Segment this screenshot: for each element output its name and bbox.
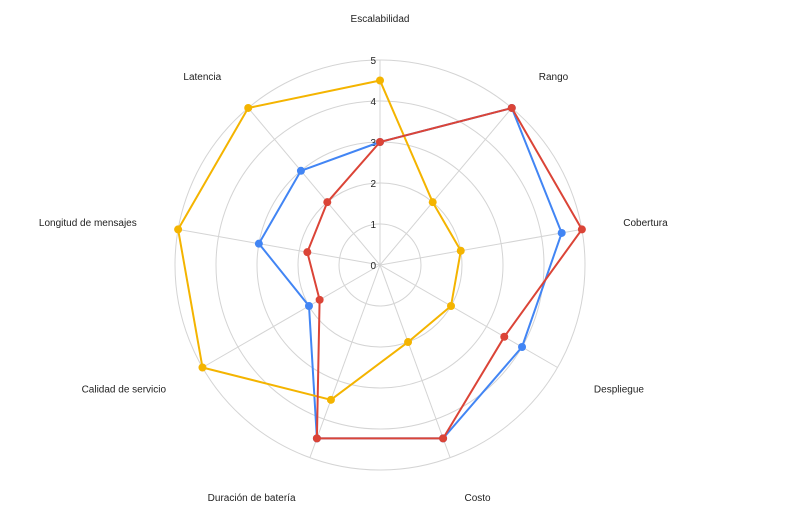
data-point	[326, 395, 335, 404]
data-point	[303, 248, 312, 257]
series-line	[306, 107, 583, 440]
tick-label: 5	[370, 56, 376, 67]
data-point	[404, 338, 413, 347]
tick-label: 0	[370, 261, 376, 272]
data-point	[304, 302, 313, 310]
data-point	[500, 332, 509, 341]
axis-label: Costo	[464, 493, 491, 504]
series-3	[303, 103, 586, 443]
axis-spoke	[178, 228, 381, 266]
data-point	[577, 225, 586, 234]
data-point	[198, 363, 207, 372]
axis-label: Calidad de servicio	[82, 385, 167, 396]
axis-label: Longitud de mensajes	[39, 218, 137, 229]
data-point	[447, 302, 456, 310]
axis-labels: Escalabilidad Rango Cobertura Despliegue Cos…	[39, 14, 668, 504]
data-point	[456, 246, 465, 255]
tick-label: 4	[370, 97, 376, 108]
axis-spoke	[379, 264, 558, 368]
radar-grid	[174, 59, 586, 471]
tick-label: 2	[370, 179, 376, 190]
axis-spoke	[379, 228, 582, 266]
data-point	[507, 103, 516, 112]
data-point	[296, 166, 305, 175]
data-point	[315, 295, 324, 304]
data-point	[323, 198, 332, 207]
axis-label: Despliegue	[594, 385, 644, 396]
data-point	[376, 76, 384, 85]
axis-spoke	[379, 264, 451, 458]
axis-label: Rango	[539, 72, 569, 83]
axis-label: Latencia	[183, 72, 221, 83]
axis-spoke	[309, 264, 381, 458]
series-line	[257, 107, 563, 440]
data-point	[254, 239, 263, 248]
series-line	[177, 79, 462, 401]
data-point	[312, 434, 321, 443]
data-point	[376, 138, 384, 146]
series-2	[174, 76, 465, 404]
axis-label: Escalabilidad	[351, 14, 410, 25]
series-layer	[174, 76, 586, 443]
data-point	[244, 103, 253, 112]
axis-spoke	[202, 264, 381, 368]
axis-spoke	[379, 107, 513, 266]
axis-label: Cobertura	[623, 218, 668, 229]
data-point	[518, 343, 527, 351]
data-point	[428, 198, 437, 207]
data-point	[439, 434, 448, 443]
axis-spoke	[247, 107, 381, 266]
data-point	[174, 225, 183, 234]
axis-label: Duración de batería	[208, 493, 296, 504]
tick-label: 1	[370, 220, 376, 231]
data-point	[557, 228, 566, 237]
